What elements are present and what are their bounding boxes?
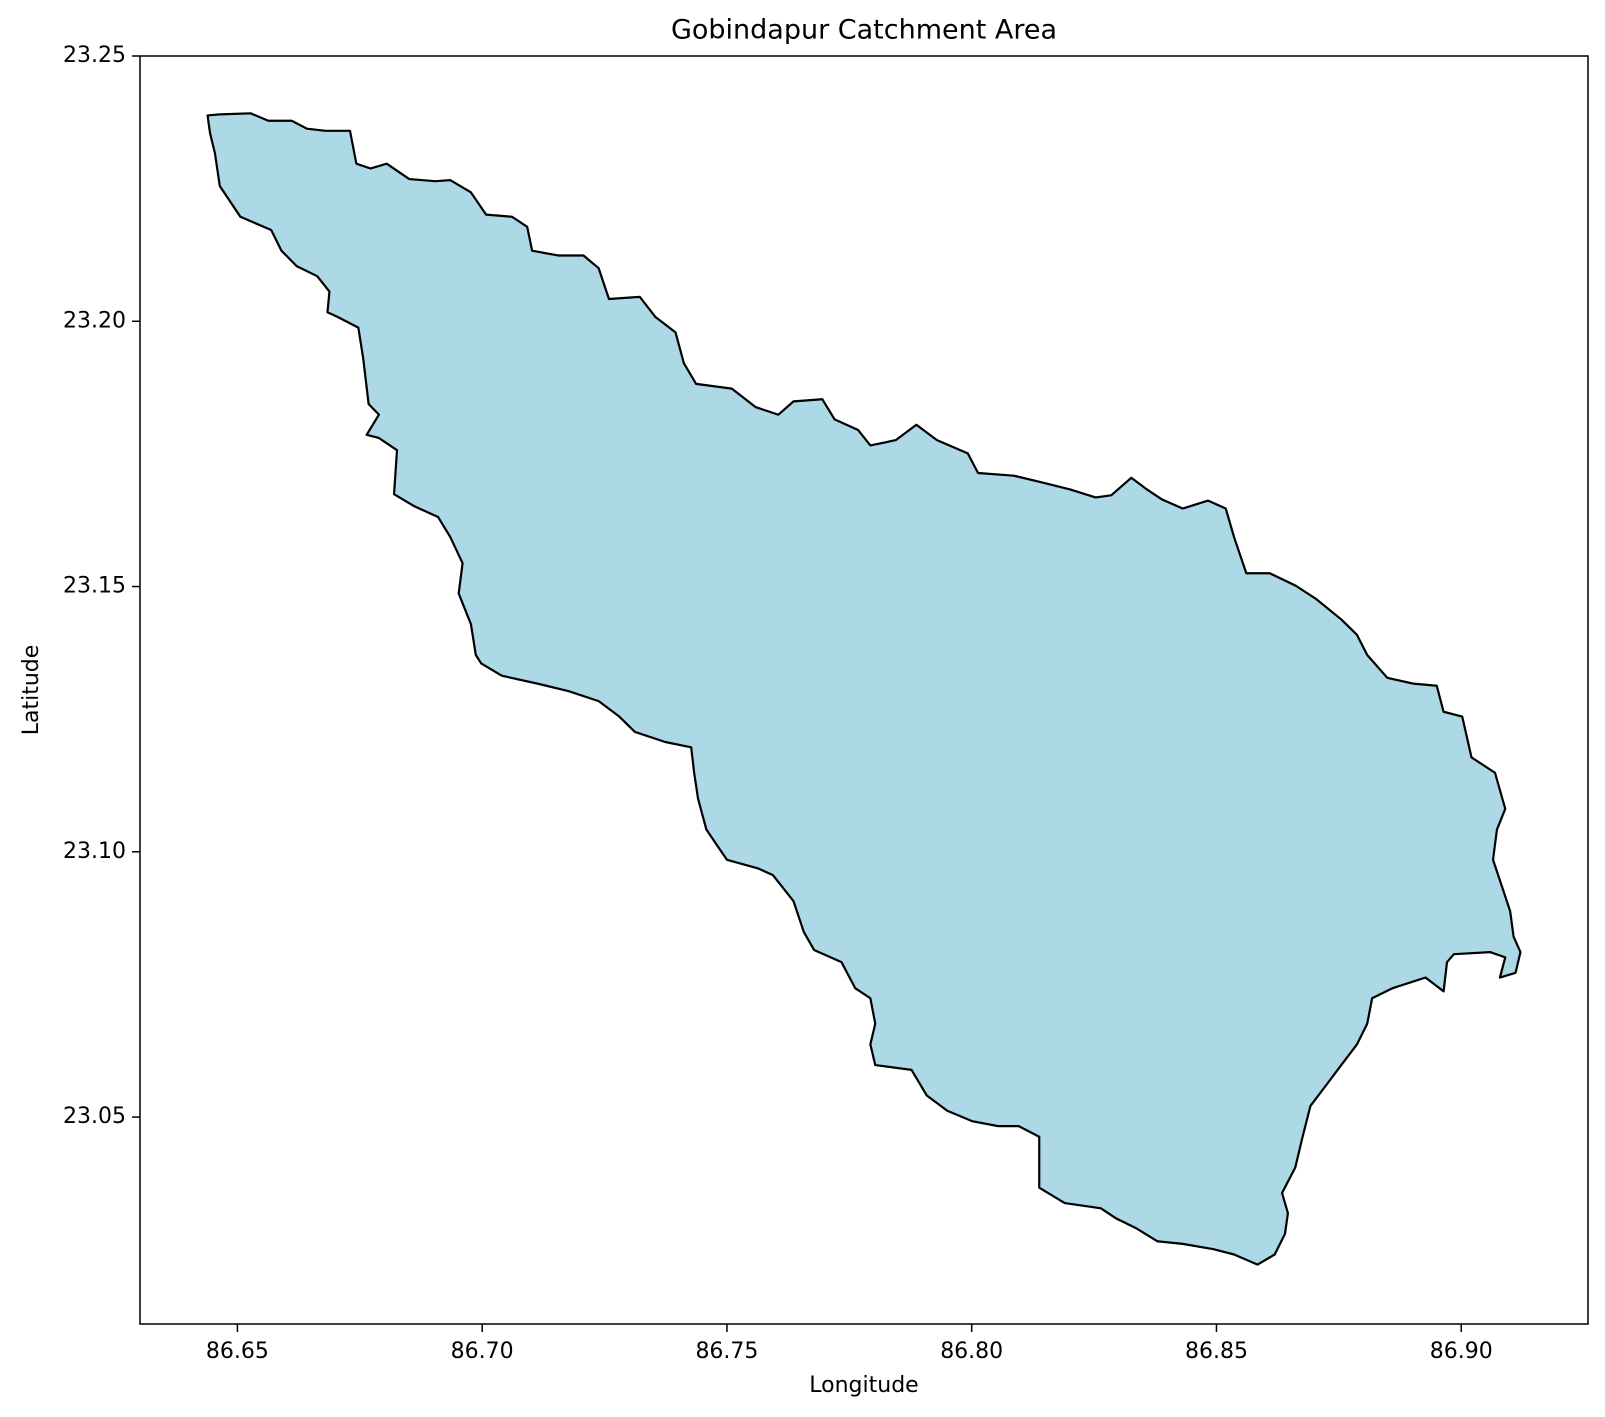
x-tick-label: 86.70 (451, 1339, 514, 1364)
x-tick-label: 86.65 (206, 1339, 269, 1364)
x-axis-label: Longitude (809, 1373, 918, 1398)
catchment-area (206, 112, 1522, 1266)
x-tick-label: 86.85 (1185, 1339, 1248, 1364)
chart-title: Gobindapur Catchment Area (671, 15, 1057, 46)
y-tick-label: 23.15 (63, 574, 126, 599)
plot-frame (139, 55, 1589, 1325)
y-tick-label: 23.20 (63, 308, 126, 333)
x-tick-label: 86.75 (695, 1339, 758, 1364)
y-tick-label: 23.05 (63, 1104, 126, 1129)
y-tick-label: 23.25 (63, 43, 126, 68)
y-axis-label: Latitude (19, 645, 44, 736)
x-tick-label: 86.80 (940, 1339, 1003, 1364)
x-tick-label: 86.90 (1430, 1339, 1493, 1364)
y-tick-label: 23.10 (63, 839, 126, 864)
